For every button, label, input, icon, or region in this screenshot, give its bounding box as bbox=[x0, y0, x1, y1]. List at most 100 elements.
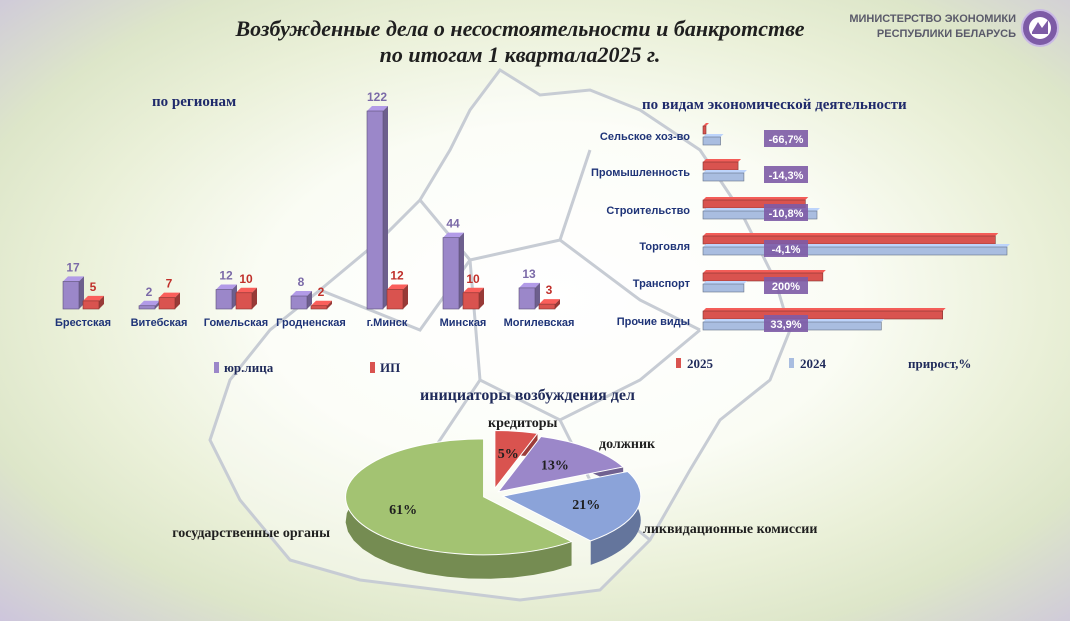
ministry-name: МИНИСТЕРСТВО ЭКОНОМИКИ РЕСПУБЛИКИ БЕЛАРУ… bbox=[838, 12, 1016, 42]
activity-bar-top-0-3 bbox=[703, 233, 999, 236]
region-bar-1-5 bbox=[462, 287, 484, 310]
region-bar-0-5 bbox=[442, 232, 464, 310]
activity-bar-1-0 bbox=[702, 134, 724, 146]
pie-category-label-0: кредиторы bbox=[488, 416, 558, 431]
activity-bar-face-1-2 bbox=[702, 210, 818, 220]
activity-bar-top-0-5 bbox=[703, 308, 946, 311]
activity-growth-badge-5 bbox=[764, 315, 808, 332]
region-bar-0-3-top bbox=[291, 291, 312, 297]
region-bar-1-6-side bbox=[555, 299, 560, 309]
region-value-label-1-1: 7 bbox=[166, 277, 173, 291]
activity-category-label-3: Торговля bbox=[639, 241, 690, 253]
region-bar-1-4 bbox=[386, 284, 408, 310]
region-bar-1-3-face bbox=[310, 305, 328, 310]
region-category-label-6: Могилевская bbox=[504, 317, 575, 329]
pie-slice-1 bbox=[497, 436, 625, 493]
region-value-label-0-3: 8 bbox=[298, 275, 305, 289]
region-bar-1-2-side bbox=[252, 287, 257, 309]
region-category-label-4: г.Минск bbox=[367, 317, 408, 329]
region-bar-0-3-side bbox=[307, 291, 312, 309]
region-bar-1-6 bbox=[538, 299, 560, 310]
pie-category-label-2: ликвидационные комиссии bbox=[643, 522, 817, 537]
activity-growth-badge-2 bbox=[764, 204, 808, 221]
region-bar-0-5-top bbox=[443, 232, 464, 238]
region-value-label-0-4: 122 bbox=[367, 90, 387, 104]
region-bar-1-1 bbox=[158, 292, 180, 310]
region-value-label-1-2: 10 bbox=[239, 272, 253, 286]
region-bar-0-6-face bbox=[518, 287, 536, 310]
activity-growth-label-2: -10,8% bbox=[769, 208, 804, 220]
region-category-label-3: Гродненская bbox=[276, 317, 346, 329]
region-value-label-0-0: 17 bbox=[66, 260, 80, 274]
activity-bar-top-0-1 bbox=[703, 159, 742, 162]
activity-bar-face-1-3 bbox=[702, 246, 1008, 256]
region-value-label-0-1: 2 bbox=[146, 285, 153, 299]
region-bar-1-1-side bbox=[175, 292, 180, 309]
region-bar-0-4-top bbox=[367, 106, 388, 111]
activity-legend-swatch-0 bbox=[676, 358, 681, 368]
pie-slice-0 bbox=[494, 429, 539, 490]
activity-bar-face-0-0 bbox=[702, 125, 707, 135]
pie-slice-3 bbox=[345, 438, 573, 556]
activity-growth-badge-1 bbox=[764, 166, 808, 183]
activity-growth-label-1: -14,3% bbox=[769, 170, 804, 182]
activity-growth-legend: прирост,% bbox=[908, 356, 971, 371]
region-bar-1-4-side bbox=[403, 284, 408, 309]
region-bar-0-6-side bbox=[535, 282, 540, 309]
region-bar-1-0-side bbox=[99, 295, 104, 309]
activity-bar-face-1-1 bbox=[702, 172, 745, 182]
region-bar-0-4-face bbox=[366, 110, 384, 310]
region-legend-swatch-1 bbox=[370, 362, 375, 373]
activity-legend-swatch-1 bbox=[789, 358, 794, 368]
region-bar-1-1-face bbox=[158, 297, 176, 310]
region-bar-0-5-side bbox=[459, 232, 464, 309]
ministry-line-1: МИНИСТЕРСТВО ЭКОНОМИКИ bbox=[849, 13, 1016, 25]
region-bar-0-1-face bbox=[138, 305, 156, 310]
region-bar-1-5-top bbox=[463, 287, 484, 293]
region-bar-0-6 bbox=[518, 282, 540, 310]
region-bar-0-6-top bbox=[519, 282, 540, 288]
activity-category-label-1: Промышленность bbox=[591, 167, 690, 179]
region-bar-0-0-face bbox=[62, 281, 80, 310]
ministry-line-2: РЕСПУБЛИКИ БЕЛАРУСЬ bbox=[876, 28, 1016, 40]
region-bar-0-4-side bbox=[383, 106, 388, 309]
region-bar-0-2-top bbox=[216, 284, 237, 290]
activity-category-label-0: Сельское хоз-во bbox=[600, 131, 690, 143]
region-value-label-0-6: 13 bbox=[522, 267, 536, 281]
activity-bar-1-4 bbox=[702, 281, 747, 293]
region-value-label-1-4: 12 bbox=[390, 269, 404, 283]
activity-bar-face-1-0 bbox=[702, 136, 721, 146]
pie-value-label-3: 61% bbox=[389, 503, 417, 518]
pie-value-label-2: 21% bbox=[572, 498, 600, 513]
region-bar-1-6-face bbox=[538, 303, 556, 310]
region-bar-1-1-top bbox=[159, 292, 180, 298]
ministry-logo-icon bbox=[1021, 9, 1059, 47]
region-bar-0-5-face bbox=[442, 237, 460, 310]
region-legend-label-0: юр.лица bbox=[224, 360, 274, 375]
activity-growth-badge-0 bbox=[764, 130, 808, 147]
region-bar-1-5-face bbox=[462, 292, 480, 310]
activity-bar-1-1 bbox=[702, 170, 747, 182]
pie-value-label-1: 13% bbox=[541, 459, 569, 474]
activity-category-label-4: Транспорт bbox=[633, 278, 691, 290]
region-bar-0-0 bbox=[62, 276, 84, 310]
pie-value-label-0: 5% bbox=[498, 447, 519, 462]
region-legend-swatch-0 bbox=[214, 362, 219, 373]
region-bar-1-2-top bbox=[236, 287, 257, 293]
region-bar-0-4 bbox=[366, 106, 388, 310]
region-legend-label-1: ИП bbox=[380, 360, 400, 375]
region-bar-1-5-side bbox=[479, 287, 484, 309]
region-value-label-1-3: 2 bbox=[318, 285, 325, 299]
activity-category-label-5: Прочие виды bbox=[617, 316, 690, 328]
region-value-label-1-5: 10 bbox=[466, 272, 480, 286]
activity-bar-top-1-1 bbox=[703, 170, 747, 173]
initiators-chart-title: инициаторы возбуждения дел bbox=[420, 387, 635, 404]
regions-chart-title: по регионам bbox=[152, 94, 237, 110]
activity-bar-face-0-4 bbox=[702, 272, 824, 282]
region-bar-1-0-face bbox=[82, 300, 100, 310]
activity-bar-top-0-4 bbox=[703, 270, 826, 273]
region-bar-1-3 bbox=[310, 300, 332, 310]
region-bar-1-3-top bbox=[311, 300, 332, 306]
activity-bar-face-1-4 bbox=[702, 283, 745, 293]
